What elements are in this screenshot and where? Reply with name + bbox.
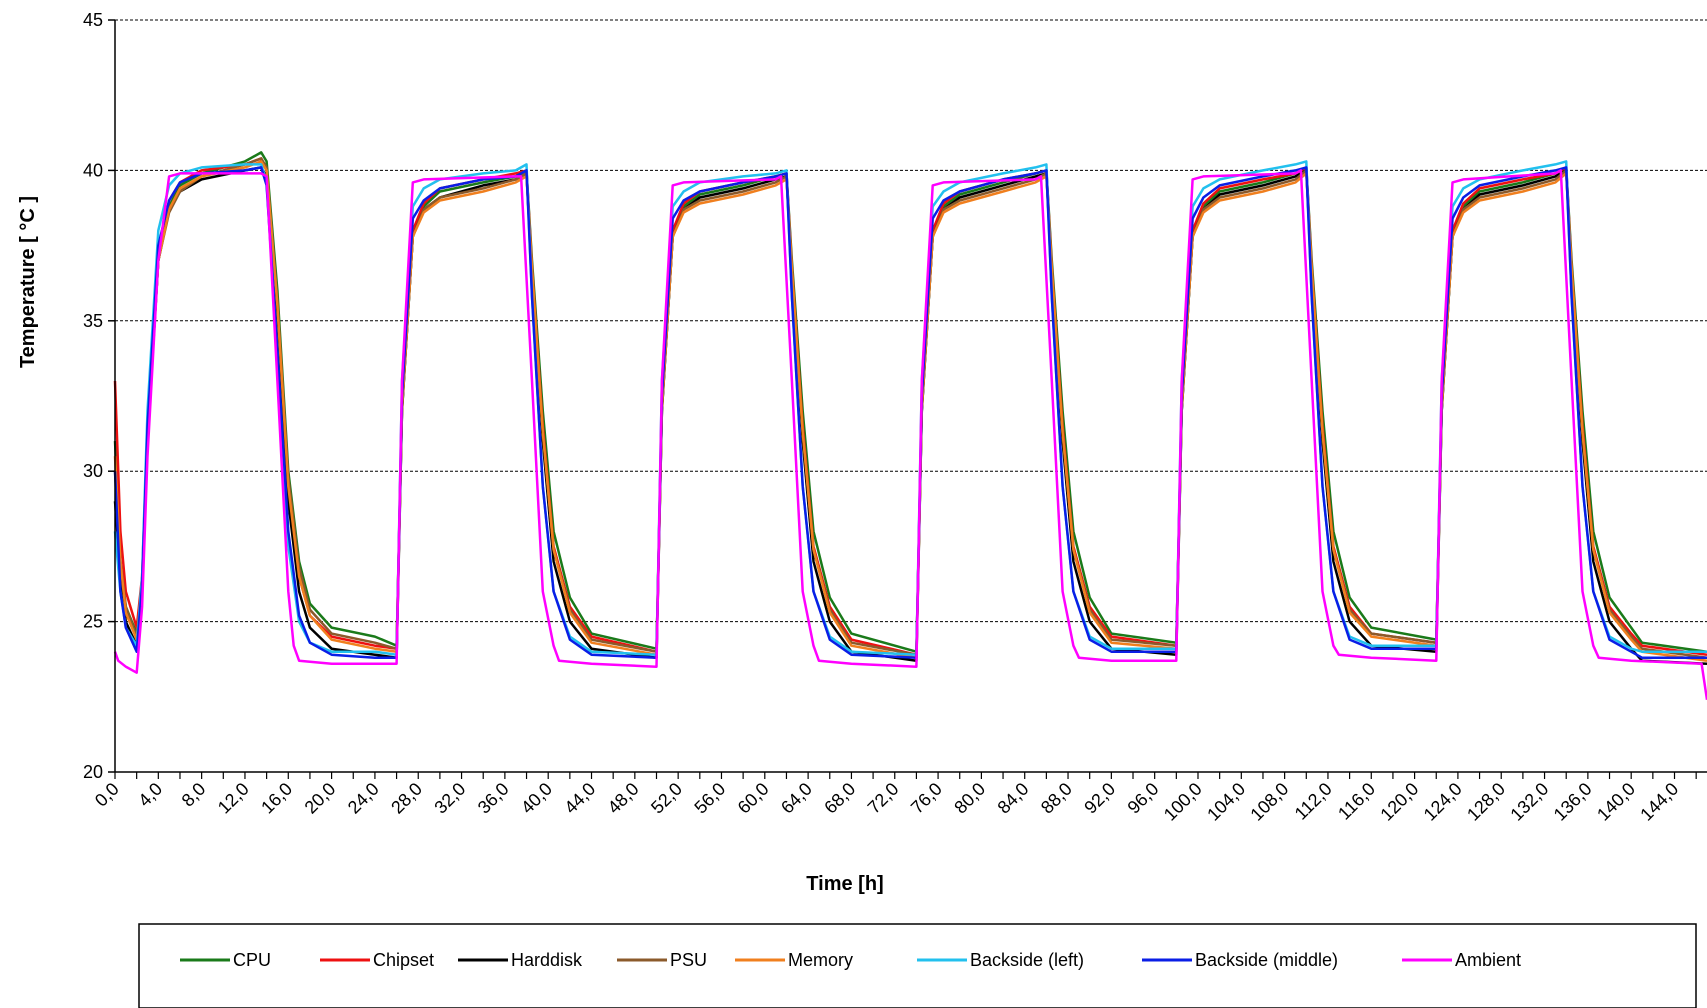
x-tick-label: 20,0 xyxy=(301,779,340,818)
x-tick-label: 132,0 xyxy=(1506,779,1552,825)
y-tick-label: 30 xyxy=(83,461,103,481)
y-tick-label: 40 xyxy=(83,160,103,180)
x-tick-label: 8,0 xyxy=(178,779,210,811)
x-tick-label: 120,0 xyxy=(1376,779,1422,825)
x-tick-label: 88,0 xyxy=(1037,779,1076,818)
gridlines xyxy=(115,19,1707,623)
legend-label: Backside (middle) xyxy=(1195,950,1338,970)
x-tick-label: 36,0 xyxy=(474,779,513,818)
x-tick-label: 124,0 xyxy=(1420,779,1466,825)
x-tick-label: 4,0 xyxy=(134,779,166,811)
y-tick-label: 25 xyxy=(83,612,103,632)
x-tick-label: 112,0 xyxy=(1291,779,1336,824)
y-tick-label: 45 xyxy=(83,10,103,30)
x-tick-label: 68,0 xyxy=(820,779,859,818)
x-tick-label: 128,0 xyxy=(1463,779,1509,825)
x-tick-label: 60,0 xyxy=(734,779,773,818)
axes xyxy=(108,19,1707,779)
legend-label: Memory xyxy=(788,950,853,970)
x-tick-label: 136,0 xyxy=(1550,779,1596,825)
series-lines xyxy=(113,151,1707,700)
x-tick-labels: 0,0 4,0 8,0 12,0 16,0 20,0 24,0 28,0 32,0 36,0 40,… xyxy=(91,779,1682,825)
x-tick-label: 44,0 xyxy=(560,779,599,818)
series-line xyxy=(113,160,1707,662)
legend-box xyxy=(138,923,1697,1008)
series-line xyxy=(113,157,1707,656)
legend-label: CPU xyxy=(233,950,271,970)
x-tick-label: 64,0 xyxy=(777,779,816,818)
legend-label: Chipset xyxy=(373,950,434,970)
x-tick-label: 144,0 xyxy=(1636,779,1682,825)
y-tick-labels: 20 25 30 35 40 45 xyxy=(83,10,103,782)
x-tick-label: 108,0 xyxy=(1246,779,1292,825)
x-tick-label: 12,0 xyxy=(214,779,253,818)
series-line xyxy=(113,157,1707,659)
x-tick-label: 100,0 xyxy=(1160,779,1206,825)
x-tick-label: 80,0 xyxy=(950,779,989,818)
x-tick-label: 140,0 xyxy=(1593,779,1639,825)
x-tick-label: 52,0 xyxy=(647,779,686,818)
y-tick-label: 35 xyxy=(83,311,103,331)
x-tick-label: 92,0 xyxy=(1080,779,1119,818)
x-tick-label: 56,0 xyxy=(690,779,729,818)
x-tick-label: 16,0 xyxy=(257,779,296,818)
series-line xyxy=(113,151,1707,653)
series-line xyxy=(113,166,1707,665)
x-tick-label: 28,0 xyxy=(387,779,426,818)
y-tick-label: 20 xyxy=(83,762,103,782)
x-tick-label: 76,0 xyxy=(907,779,946,818)
series-line xyxy=(113,169,1707,700)
legend-label: Harddisk xyxy=(511,950,583,970)
x-tick-label: 104,0 xyxy=(1203,779,1249,825)
legend-label: Ambient xyxy=(1455,950,1521,970)
legend-label: PSU xyxy=(670,950,707,970)
x-tick-label: 40,0 xyxy=(517,779,556,818)
x-tick-label: 24,0 xyxy=(344,779,383,818)
y-axis-title: Temperature [ °C ] xyxy=(17,196,39,368)
x-tick-label: 32,0 xyxy=(430,779,469,818)
legend: CPU Chipset Harddisk PSU Memory Backside (lef… xyxy=(138,923,1697,1008)
legend-label: Backside (left) xyxy=(970,950,1084,970)
series-line xyxy=(113,160,1707,656)
x-tick-label: 0,0 xyxy=(91,779,123,811)
x-tick-label: 72,0 xyxy=(864,779,903,818)
x-tick-label: 48,0 xyxy=(604,779,643,818)
series-line xyxy=(113,166,1707,659)
x-tick-label: 116,0 xyxy=(1334,779,1379,824)
x-tick-label: 84,0 xyxy=(994,779,1033,818)
x-axis-title: Time [h] xyxy=(806,873,883,895)
x-tick-label: 96,0 xyxy=(1124,779,1163,818)
